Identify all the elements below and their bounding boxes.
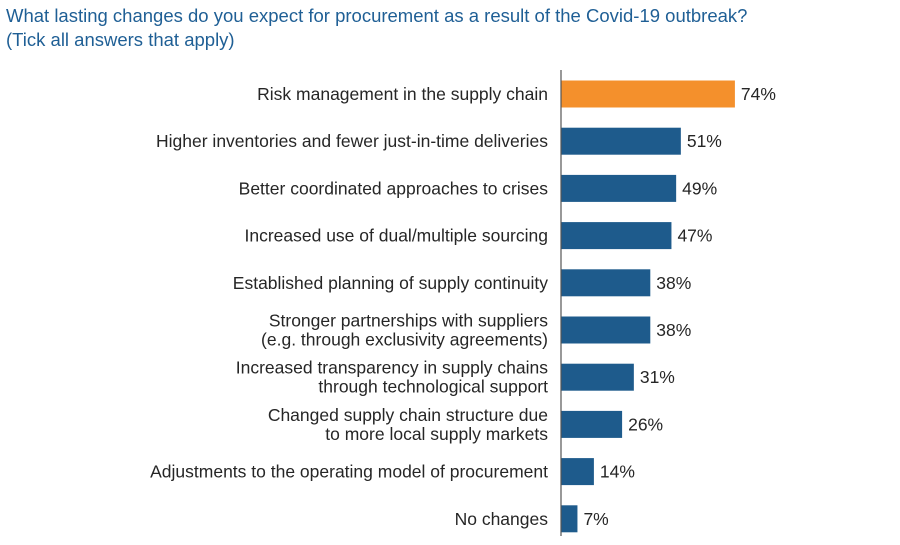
- category-label-6-line-1: Stronger partnerships with suppliers: [269, 311, 548, 331]
- category-label-5: Established planning of supply continuit…: [233, 273, 548, 293]
- value-label-1: 74%: [741, 84, 776, 104]
- value-label-5: 38%: [656, 273, 691, 293]
- bar-3: [561, 174, 677, 202]
- bar-4: [561, 222, 672, 250]
- category-label-1: Risk management in the supply chain: [257, 84, 548, 104]
- bar-8: [561, 410, 623, 438]
- value-label-4: 47%: [677, 226, 712, 246]
- category-label-2: Higher inventories and fewer just-in-tim…: [156, 131, 548, 151]
- value-label-10: 7%: [583, 509, 608, 529]
- category-label-6-line-2: (e.g. through exclusivity agreements): [261, 330, 548, 350]
- bar-5: [561, 269, 651, 297]
- bar-1: [561, 80, 735, 108]
- bar-6: [561, 316, 651, 344]
- category-label-8-line-1: Changed supply chain structure due: [268, 405, 548, 425]
- chart-title-line-1: What lasting changes do you expect for p…: [6, 5, 748, 26]
- value-label-3: 49%: [682, 178, 717, 198]
- bar-2: [561, 127, 681, 155]
- chart-title: What lasting changes do you expect for p…: [6, 4, 886, 52]
- value-label-7: 31%: [640, 367, 675, 387]
- value-label-2: 51%: [687, 131, 722, 151]
- bars-group: 74% Risk management in the supply chain 51…: [150, 80, 776, 533]
- category-label-4: Increased use of dual/multiple sourcing: [244, 226, 548, 246]
- value-label-6: 38%: [656, 320, 691, 340]
- category-label-3: Better coordinated approaches to crises: [239, 178, 549, 198]
- bar-7: [561, 363, 634, 391]
- value-label-8: 26%: [628, 414, 663, 434]
- chart-title-line-2: (Tick all answers that apply): [6, 29, 235, 50]
- category-label-8-line-2: to more local supply markets: [325, 424, 548, 444]
- category-label-10: No changes: [455, 509, 549, 529]
- category-label-9: Adjustments to the operating model of pr…: [150, 462, 548, 482]
- value-label-9: 14%: [600, 462, 635, 482]
- bar-10: [561, 505, 578, 533]
- category-label-7-line-1: Increased transparency in supply chains: [236, 358, 549, 378]
- bar-9: [561, 458, 594, 486]
- category-label-7-line-2: through technological support: [318, 377, 548, 397]
